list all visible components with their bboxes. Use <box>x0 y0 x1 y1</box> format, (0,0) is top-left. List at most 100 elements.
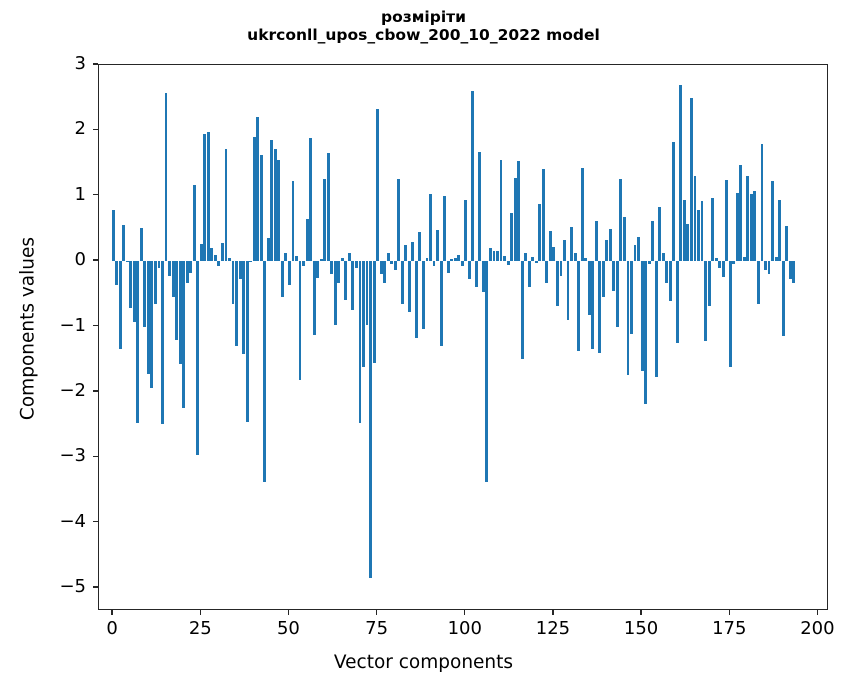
y-axis-label: Components values <box>17 236 39 421</box>
bar <box>157 261 161 268</box>
bar <box>153 261 157 304</box>
x-tick-label: 200 <box>800 618 835 639</box>
bar <box>580 167 584 262</box>
x-tick-mark <box>464 610 466 615</box>
bar <box>213 254 217 262</box>
bar <box>651 220 655 262</box>
bar <box>623 216 626 262</box>
bar <box>383 261 387 284</box>
bar <box>115 261 119 286</box>
bar <box>376 108 380 262</box>
bar <box>333 261 337 325</box>
bar <box>217 261 221 267</box>
bar <box>397 178 401 262</box>
plot-area <box>98 64 828 610</box>
x-tick-label: 75 <box>365 618 389 639</box>
y-tick-mark <box>93 128 98 131</box>
bar <box>746 176 750 262</box>
bar <box>242 261 246 354</box>
bar <box>510 213 514 262</box>
x-tick-mark <box>728 610 730 615</box>
bar <box>711 197 715 262</box>
bar <box>563 239 566 262</box>
bar <box>679 84 683 262</box>
bar <box>316 261 320 278</box>
bar <box>365 261 369 325</box>
bar <box>273 148 277 262</box>
bar <box>263 261 267 482</box>
chart-title: розміріти ukrconll_upos_cbow_200_10_2022… <box>0 8 847 45</box>
bar <box>771 181 775 262</box>
bar <box>249 260 253 262</box>
bar <box>675 261 679 343</box>
bar <box>630 261 633 335</box>
bar <box>421 261 425 329</box>
bar <box>330 261 334 275</box>
bar <box>168 261 171 276</box>
y-tick-mark <box>93 455 98 458</box>
bar <box>432 261 436 266</box>
bar <box>231 261 235 304</box>
bar <box>277 160 281 262</box>
bar <box>721 261 725 277</box>
x-tick-label: 150 <box>623 618 659 639</box>
bar <box>615 261 619 327</box>
bar <box>686 223 690 262</box>
bar <box>633 245 637 262</box>
y-tick-label: 0 <box>74 249 86 271</box>
y-tick-label: −4 <box>59 510 86 532</box>
bar <box>196 261 200 456</box>
bar <box>203 134 207 262</box>
x-axis-label: Vector components <box>333 652 514 673</box>
bar <box>672 142 676 262</box>
bar <box>506 261 510 266</box>
bar <box>280 261 284 298</box>
bar <box>591 261 595 350</box>
bar <box>605 240 609 262</box>
bar <box>594 220 598 262</box>
bar <box>171 261 175 298</box>
x-tick-label: 25 <box>188 618 212 639</box>
y-tick-mark <box>93 390 98 392</box>
bar <box>735 192 739 262</box>
bar <box>566 261 570 320</box>
bar <box>238 261 242 279</box>
bar <box>136 261 140 423</box>
bar <box>256 117 260 262</box>
bar <box>464 200 468 262</box>
bar <box>700 201 704 262</box>
bar <box>732 261 736 265</box>
bar <box>337 261 341 284</box>
bar <box>436 230 439 262</box>
y-tick-label: 1 <box>74 183 86 205</box>
bar <box>414 261 418 338</box>
bar <box>556 261 559 306</box>
bar <box>778 199 782 262</box>
x-tick-mark <box>111 610 113 615</box>
bar <box>175 261 179 340</box>
bar <box>492 250 496 262</box>
chart-title-line-2: ukrconll_upos_cbow_200_10_2022 model <box>247 26 600 45</box>
bar <box>517 161 521 262</box>
y-tick-mark <box>93 63 98 65</box>
bar <box>707 261 711 306</box>
y-tick-label: −1 <box>59 314 86 336</box>
bar <box>760 144 764 262</box>
bar <box>161 261 164 424</box>
bar <box>485 261 489 483</box>
bar <box>192 185 196 262</box>
bar <box>739 165 743 262</box>
x-tick-mark <box>199 610 201 615</box>
bar <box>601 261 605 298</box>
bar <box>182 261 186 409</box>
y-tick-label: −3 <box>59 445 86 467</box>
bar <box>457 254 461 262</box>
bar <box>178 261 182 364</box>
bar <box>164 93 168 262</box>
bar <box>792 261 796 283</box>
bar <box>220 242 224 262</box>
bar <box>749 193 753 262</box>
bar <box>785 225 789 262</box>
bar <box>146 261 150 374</box>
bar <box>259 155 263 262</box>
